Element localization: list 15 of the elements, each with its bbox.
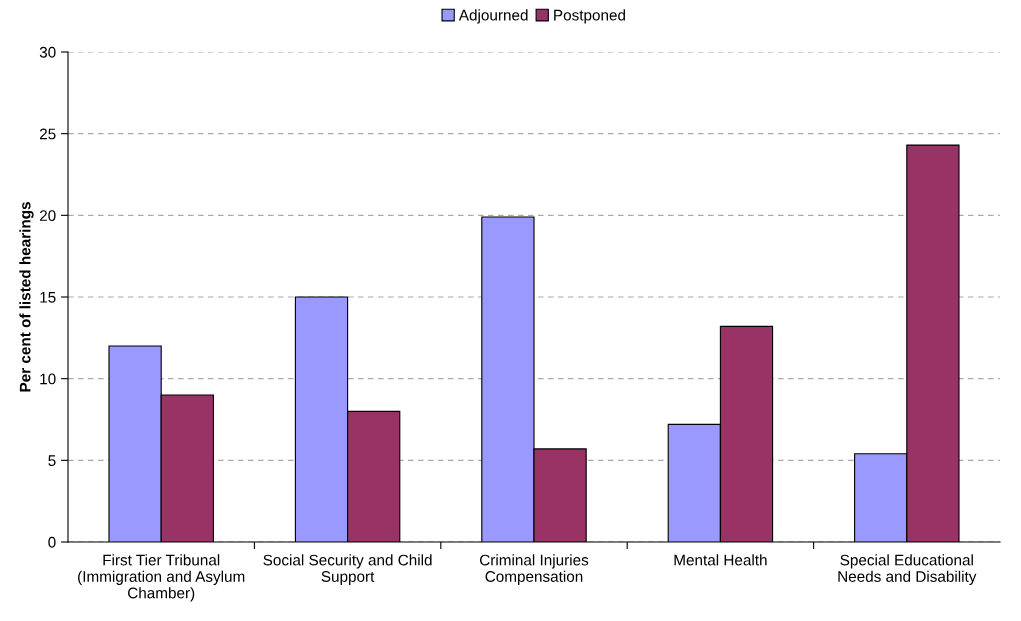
x-tick-label: Criminal Injuries Compensation — [480, 554, 589, 585]
y-tick-label: 0 — [48, 536, 56, 548]
x-tick-label: Mental Health — [674, 554, 767, 566]
y-tick-label: 25 — [39, 128, 56, 140]
x-tick-label: First Tier Tribunal (Immigration and Asylum Chamber) — [78, 554, 245, 602]
legend-label: Postponed — [554, 9, 625, 24]
x-tick-label: Social Security and Child Support — [263, 554, 432, 585]
legend-label: Adjourned — [458, 9, 528, 24]
y-tick-label: 10 — [40, 373, 56, 385]
y-tick-label: 5 — [48, 455, 56, 467]
y-tick-label: 20 — [39, 210, 56, 222]
y-tick-label: 15 — [40, 292, 56, 303]
y-axis-title: Per cent of listed hearings — [19, 202, 34, 392]
y-tick-label: 30 — [39, 46, 56, 58]
x-tick-label: Special Educational Needs and Disability — [838, 554, 977, 585]
